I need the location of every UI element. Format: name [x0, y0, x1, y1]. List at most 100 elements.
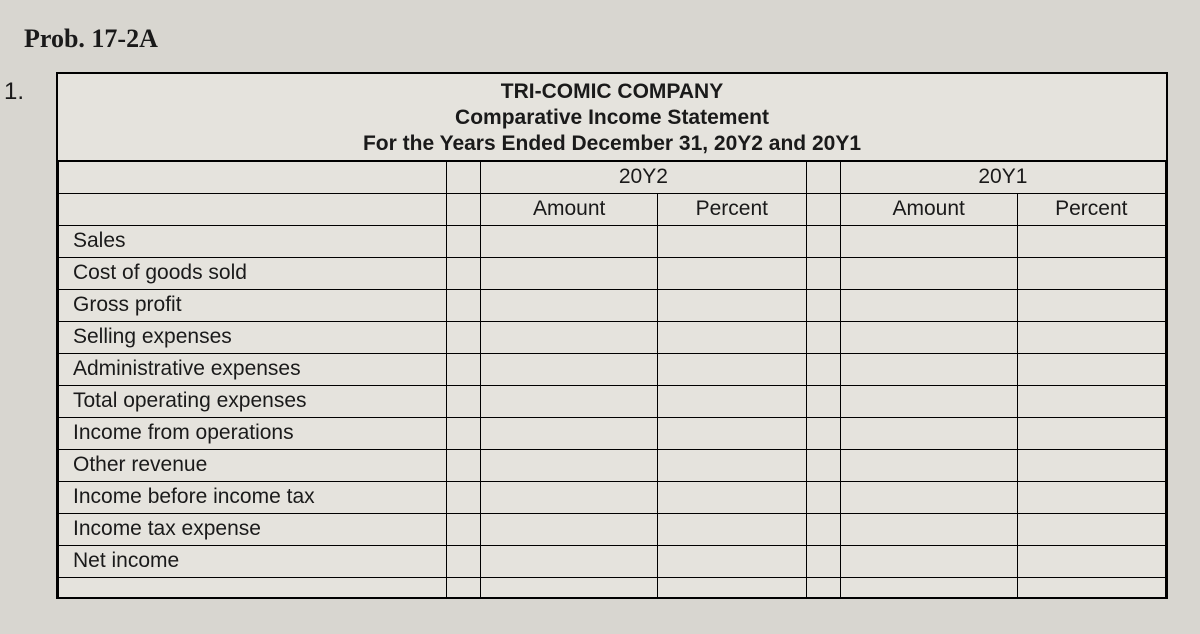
row-label: Sales	[59, 225, 447, 257]
amount2-cell	[840, 257, 1017, 289]
row-label: Net income	[59, 545, 447, 577]
amount1-cell	[481, 385, 658, 417]
statement-title: Comparative Income Statement	[58, 106, 1166, 130]
amount2-cell	[840, 321, 1017, 353]
row-label: Income from operations	[59, 417, 447, 449]
row-label: Total operating expenses	[59, 385, 447, 417]
column-header-row: Amount Percent Amount Percent	[59, 193, 1166, 225]
percent1-cell	[658, 417, 806, 449]
percent2-cell	[1017, 577, 1165, 597]
percent1-cell	[658, 545, 806, 577]
percent2-cell	[1017, 545, 1165, 577]
amount1-cell	[481, 577, 658, 597]
problem-number: 1.	[4, 78, 24, 106]
amount1-cell	[481, 513, 658, 545]
statement-period: For the Years Ended December 31, 20Y2 an…	[58, 132, 1166, 156]
percent2-cell	[1017, 321, 1165, 353]
percent1-cell	[658, 513, 806, 545]
row-label: Selling expenses	[59, 321, 447, 353]
table-row: Cost of goods sold	[59, 257, 1166, 289]
company-name: TRI-COMIC COMPANY	[501, 80, 723, 103]
spacer-cell	[806, 225, 840, 257]
percent1-cell	[658, 385, 806, 417]
percent2-cell	[1017, 225, 1165, 257]
amount1-cell	[481, 257, 658, 289]
spacer-cell	[806, 417, 840, 449]
table-row: Income from operations	[59, 417, 1166, 449]
percent1-cell	[658, 225, 806, 257]
table-row: Selling expenses	[59, 321, 1166, 353]
spacer-cell	[447, 545, 481, 577]
amount1-cell	[481, 481, 658, 513]
amount1-cell	[481, 545, 658, 577]
percent1-cell	[658, 353, 806, 385]
spacer-subheader-2	[806, 193, 840, 225]
percent2-cell	[1017, 513, 1165, 545]
row-label: Administrative expenses	[59, 353, 447, 385]
amount2-cell	[840, 545, 1017, 577]
year1-header: 20Y2	[481, 161, 806, 193]
row-label: Other revenue	[59, 449, 447, 481]
spacer-cell	[806, 481, 840, 513]
percent2-cell	[1017, 289, 1165, 321]
percent1-cell	[658, 481, 806, 513]
table-row: Income before income tax	[59, 481, 1166, 513]
table-row: Total operating expenses	[59, 385, 1166, 417]
spacer-subheader-1	[447, 193, 481, 225]
spacer-cell	[806, 321, 840, 353]
spacer-cell	[447, 225, 481, 257]
percent2-cell	[1017, 353, 1165, 385]
table-row: Administrative expenses	[59, 353, 1166, 385]
amount1-cell	[481, 289, 658, 321]
amount2-cell	[840, 449, 1017, 481]
amount2-cell	[840, 289, 1017, 321]
percent2-cell	[1017, 385, 1165, 417]
percent2-cell	[1017, 449, 1165, 481]
table-row: Gross profit	[59, 289, 1166, 321]
spacer-cell	[447, 417, 481, 449]
spacer-cell	[806, 577, 840, 597]
amount1-cell	[481, 321, 658, 353]
table-body: Sales Cost of goods sold Gross profit	[59, 225, 1166, 597]
problem-heading: Prob. 17-2A	[24, 24, 1180, 54]
percent2-header: Percent	[1017, 193, 1165, 225]
percent1-cell	[658, 257, 806, 289]
income-statement-table: 20Y2 20Y1 Amount Percent Amount Percent …	[58, 160, 1166, 597]
spacer-cell	[447, 481, 481, 513]
table-row: Other revenue	[59, 449, 1166, 481]
amount2-cell	[840, 385, 1017, 417]
blank-subheader	[59, 193, 447, 225]
spacer-cell	[447, 449, 481, 481]
spacer-cell	[447, 513, 481, 545]
amount1-cell	[481, 353, 658, 385]
spacer-cell	[806, 257, 840, 289]
percent1-cell	[658, 321, 806, 353]
row-label-blank	[59, 577, 447, 597]
spacer-cell	[806, 385, 840, 417]
year-header-row: 20Y2 20Y1	[59, 161, 1166, 193]
table-row: Income tax expense	[59, 513, 1166, 545]
row-label: Gross profit	[59, 289, 447, 321]
spacer-cell	[447, 385, 481, 417]
amount2-cell	[840, 577, 1017, 597]
amount2-cell	[840, 481, 1017, 513]
spacer-header-2	[806, 161, 840, 193]
spacer-cell	[806, 545, 840, 577]
amount2-cell	[840, 417, 1017, 449]
table-row: Sales	[59, 225, 1166, 257]
spacer-cell	[447, 353, 481, 385]
percent2-cell	[1017, 481, 1165, 513]
spacer-cell	[806, 513, 840, 545]
amount2-cell	[840, 353, 1017, 385]
amount1-cell	[481, 449, 658, 481]
spacer-cell	[806, 449, 840, 481]
row-label: Cost of goods sold	[59, 257, 447, 289]
percent2-cell	[1017, 417, 1165, 449]
year2-header: 20Y1	[840, 161, 1165, 193]
blank-header	[59, 161, 447, 193]
spacer-cell	[447, 577, 481, 597]
spacer-cell	[806, 289, 840, 321]
amount2-header: Amount	[840, 193, 1017, 225]
spacer-cell	[447, 289, 481, 321]
amount1-cell	[481, 417, 658, 449]
